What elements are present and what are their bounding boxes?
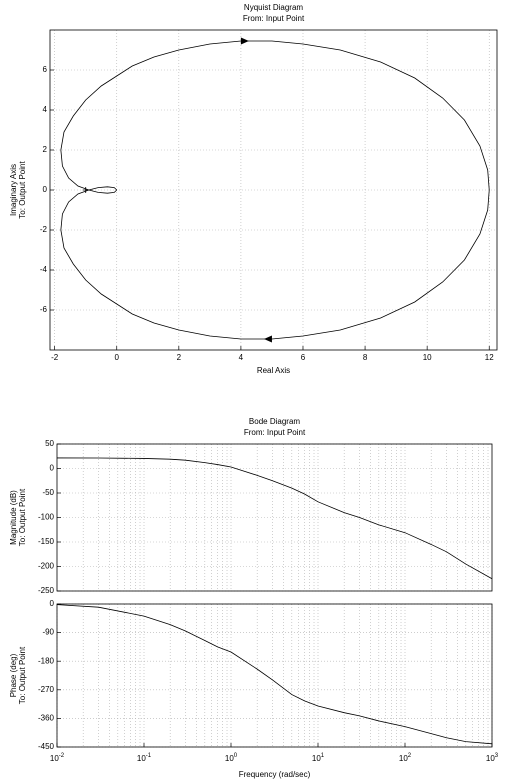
x-tick-label: 4 [239,353,244,362]
curve [60,40,490,194]
y-tick-label: -450 [38,742,55,751]
critical-point [82,187,89,193]
y-tick-label: -2 [40,225,48,234]
x-tick-label: 101 [312,753,325,764]
x-tick-label: 102 [399,753,412,764]
x-tick-base: 10 [225,754,234,763]
chart-subtitle: From: Input Point [244,428,306,437]
x-tick-base: 10 [486,754,495,763]
x-tick-base: 10 [137,754,146,763]
x-tick-exponent: -2 [59,753,65,759]
y-tick-label: -200 [38,562,55,571]
curve [56,604,493,745]
x-tick-label: 10-1 [137,753,152,764]
direction-arrow [240,37,249,45]
x-tick-exponent: 3 [495,753,499,759]
y-axis-label: To: Output Point [18,646,27,704]
x-axis-label: Real Axis [257,366,290,375]
curve [56,457,493,580]
y-tick-label: -90 [42,628,54,637]
y-tick-label: -250 [38,586,55,595]
y-tick-label: -270 [38,685,55,694]
x-tick-label: 10 [423,353,432,362]
x-tick-base: 10 [399,754,408,763]
x-tick-label: 2 [177,353,182,362]
y-tick-label: 0 [50,599,55,608]
y-tick-label: 0 [43,185,48,194]
x-tick-exponent: -1 [146,753,152,759]
y-tick-label: -4 [40,265,48,274]
y-axis-label: Phase (deg) [9,653,18,697]
y-tick-label: 4 [43,105,48,114]
curve [60,186,490,340]
plot-frame [49,29,498,351]
x-tick-exponent: 0 [234,753,238,759]
x-tick-base: 10 [312,754,321,763]
x-tick-label: 0 [115,353,120,362]
y-tick-label: -100 [38,513,55,522]
y-tick-label: 0 [50,464,55,473]
chart-subtitle: From: Input Point [243,14,305,23]
y-tick-label: 50 [45,439,54,448]
y-axis-label: Magnitude (dB) [9,490,18,545]
chart-title: Bode Diagram [249,417,300,426]
x-tick-base: 10 [50,754,59,763]
plot-frame [56,603,493,748]
y-tick-label: 6 [43,65,48,74]
x-tick-label: 103 [486,753,499,764]
y-tick-label: -6 [40,305,48,314]
x-axis-label: Frequency (rad/sec) [239,770,311,779]
x-tick-label: 100 [225,753,238,764]
x-tick-label: 8 [363,353,368,362]
direction-arrow [263,335,272,343]
y-tick-label: -150 [38,537,55,546]
x-tick-label: 12 [485,353,494,362]
plot-frame [56,443,493,592]
y-axis-label: Imaginary Axis [9,164,18,216]
x-tick-label: -2 [51,353,59,362]
y-tick-label: -360 [38,714,55,723]
x-tick-exponent: 1 [321,753,325,759]
y-axis-label: To: Output Point [18,488,27,546]
x-tick-label: 6 [301,353,306,362]
y-tick-label: -180 [38,656,55,665]
x-tick-label: 10-2 [50,753,65,764]
y-axis-label: To: Output Point [18,161,27,219]
y-tick-label: 2 [43,145,48,154]
y-tick-label: -50 [42,488,54,497]
x-tick-exponent: 2 [408,753,412,759]
chart-title: Nyquist Diagram [244,3,303,12]
